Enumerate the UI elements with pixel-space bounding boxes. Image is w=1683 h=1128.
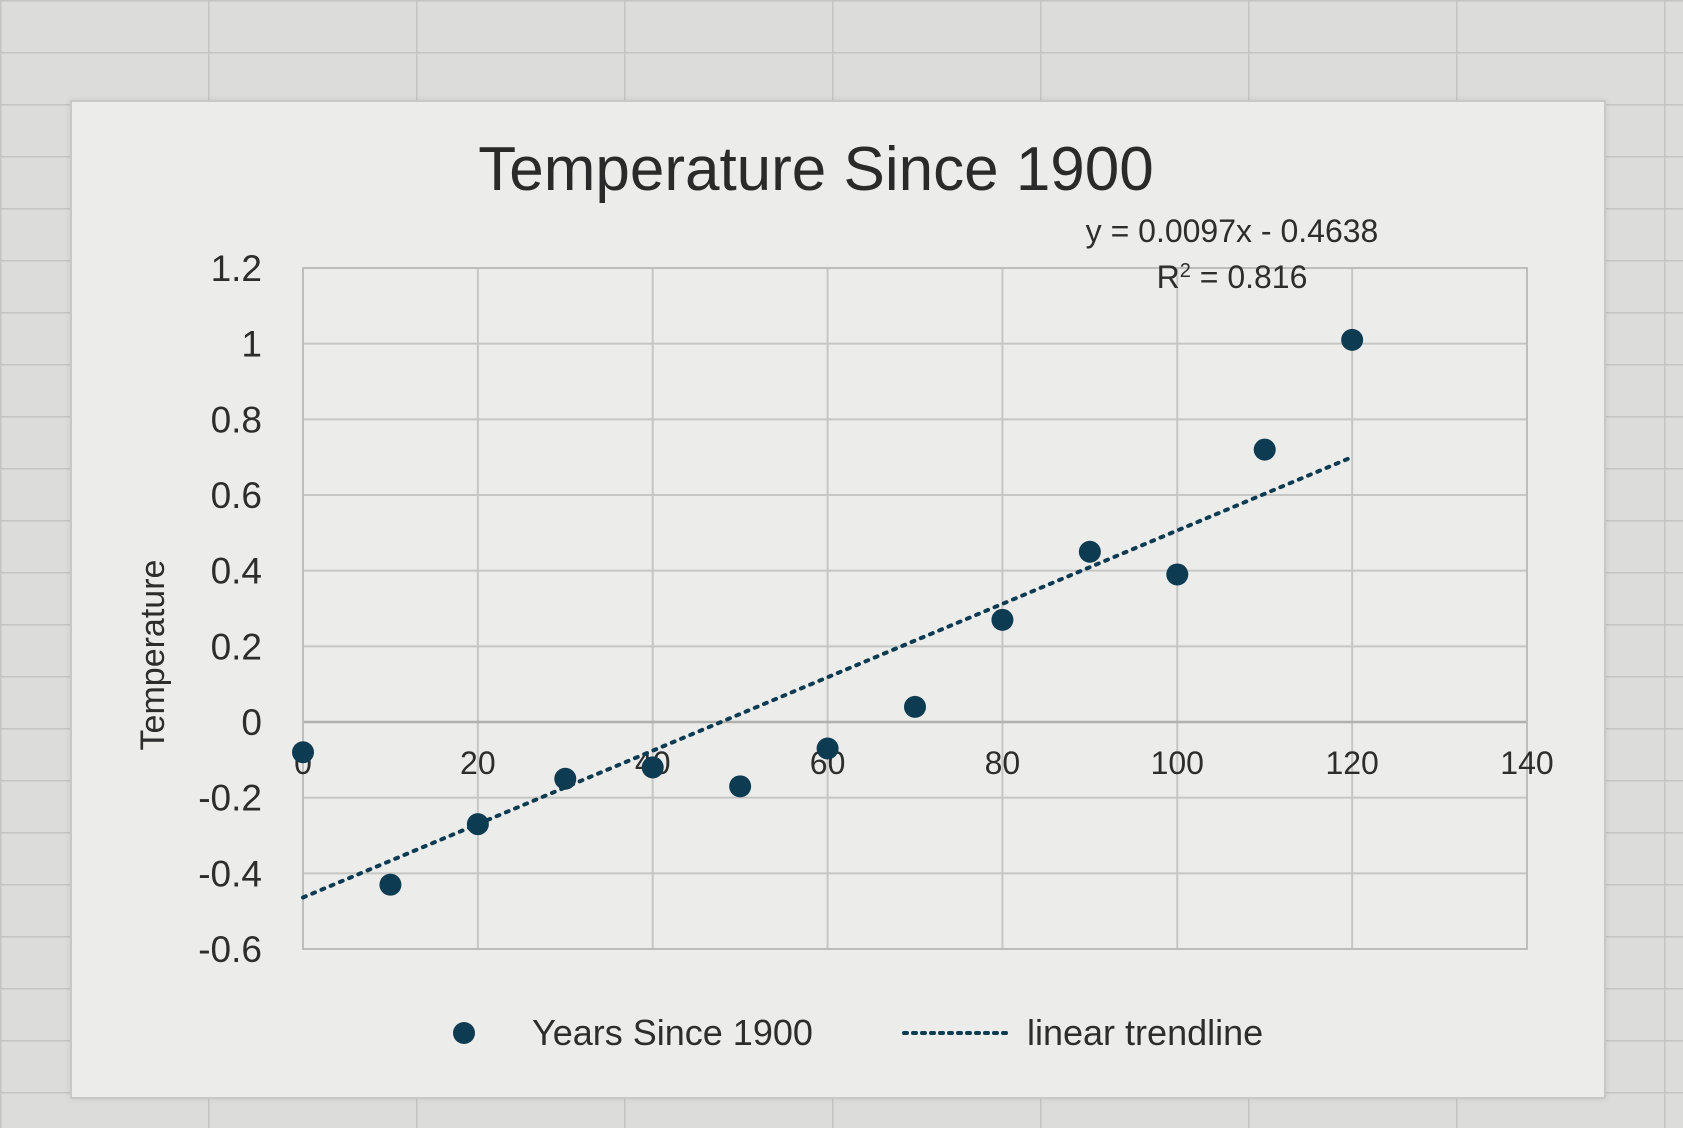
legend-label-trendline: linear trendline <box>1027 1012 1263 1053</box>
r-squared-label: R2 = 0.816 <box>1157 259 1308 295</box>
data-point <box>729 775 752 798</box>
x-tick-label: 120 <box>1325 745 1378 781</box>
data-point <box>466 813 489 836</box>
x-tick-label: 140 <box>1500 745 1553 781</box>
x-tick-label: 100 <box>1151 745 1204 781</box>
data-point <box>292 741 314 764</box>
y-tick-label: -0.4 <box>198 853 262 894</box>
y-axis-ticks: 1.2 1 0.8 0.6 0.4 0.2 0 -0.2 -0.4 -0.6 <box>198 248 262 970</box>
x-tick-label: 20 <box>460 745 496 781</box>
y-tick-label: 1.2 <box>211 248 262 289</box>
y-tick-label: 0.2 <box>211 626 262 667</box>
trendline-equation: y = 0.0097x - 0.4638 <box>1086 213 1379 249</box>
data-point <box>379 873 402 896</box>
y-tick-label: -0.6 <box>198 929 262 970</box>
grid <box>302 267 1528 950</box>
x-tick-label: 80 <box>985 745 1021 781</box>
data-point <box>1166 563 1189 586</box>
data-point <box>991 608 1014 631</box>
data-point <box>554 767 577 790</box>
data-points <box>292 328 1364 896</box>
data-point <box>1341 328 1364 351</box>
data-point <box>816 737 839 760</box>
data-point <box>641 756 664 779</box>
legend-marker-points <box>453 1022 475 1044</box>
y-tick-label: 0.4 <box>211 551 262 592</box>
y-tick-label: 0.8 <box>211 399 262 440</box>
chart-title: Temperature Since 1900 <box>478 135 1154 204</box>
y-axis-label: Temperature <box>134 560 172 751</box>
chart-card: Temperature Since 1900 1.2 1 0.8 0.6 0.4 0.2 0… <box>70 100 1606 1099</box>
plot-area-border <box>302 267 1528 950</box>
data-point <box>1253 438 1276 461</box>
scatter-chart: Temperature Since 1900 1.2 1 0.8 0.6 0.4 0.2 0… <box>134 135 1554 1053</box>
x-axis-ticks: 020406080100120140 <box>294 745 1554 781</box>
data-point <box>1078 540 1101 563</box>
y-tick-label: 1 <box>241 324 262 365</box>
data-point <box>904 695 926 718</box>
y-tick-label: 0.6 <box>211 475 262 516</box>
legend: Years Since 1900 linear trendline <box>453 1012 1263 1053</box>
y-tick-label: -0.2 <box>198 778 262 819</box>
legend-label-points: Years Since 1900 <box>532 1012 813 1053</box>
y-tick-label: 0 <box>241 702 262 743</box>
